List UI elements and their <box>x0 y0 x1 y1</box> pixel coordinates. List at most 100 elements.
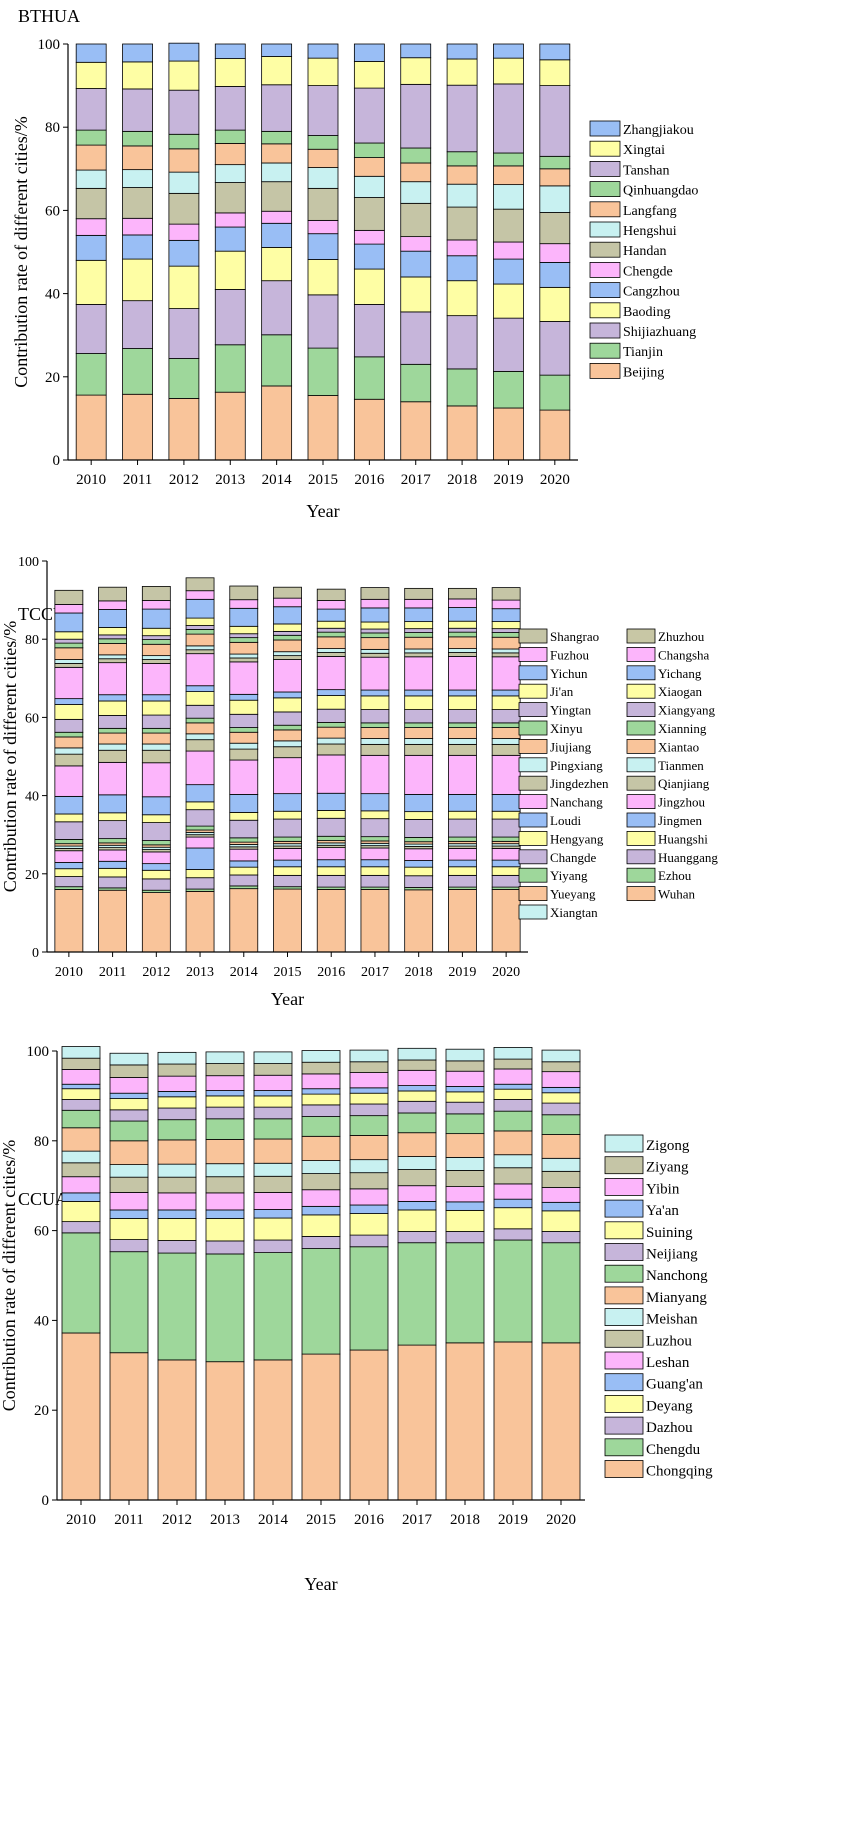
bar-loudi-2015 <box>273 691 302 699</box>
bar-jingmen-2019 <box>448 859 477 868</box>
bar-huanggang-2018 <box>404 875 434 888</box>
bar-jiujiang-2016 <box>316 636 346 649</box>
bar-langfang-2019 <box>493 165 524 186</box>
bar-jingzhou-2015 <box>273 847 302 861</box>
bar-chengde-2014 <box>261 210 293 224</box>
bar-xinyu-2012 <box>141 639 171 645</box>
bar-guang-an-2011 <box>109 1209 149 1219</box>
bar-chengde-2012 <box>168 223 200 241</box>
bar-langfang-2012 <box>168 148 200 173</box>
bar-xianning-2014 <box>229 837 259 843</box>
bar-huanggang-2011 <box>98 876 127 889</box>
bar-fuzhou-2020 <box>491 599 521 610</box>
bar-mianyang-2016 <box>349 1135 389 1161</box>
bar-changsha-2014 <box>229 759 259 795</box>
bar-zhuzhou-2020 <box>491 743 521 756</box>
bar-yingtan-2017 <box>360 628 390 634</box>
bar-beijing-2018 <box>446 405 478 461</box>
bar-jingmen-2013 <box>185 847 215 870</box>
bar-luzhou-2012 <box>157 1176 197 1194</box>
bar-qinhuangdao-2011 <box>122 130 153 147</box>
bar-cangzhou-2016 <box>353 243 385 270</box>
bar-xiangtan-2017 <box>360 738 390 745</box>
bar-ya-an-2013 <box>205 1090 245 1097</box>
bar-ya-an-2014 <box>253 1090 293 1097</box>
y-tick-label: 80 <box>45 120 60 136</box>
bar-hengyang-2013 <box>185 691 215 706</box>
bar-fuzhou-2015 <box>273 597 302 608</box>
y-tick-label: 0 <box>42 1493 50 1509</box>
bar-ziyang-2014 <box>253 1063 293 1076</box>
bar-tianjin-2014 <box>261 334 293 387</box>
bar-tanshan-2015 <box>307 85 339 136</box>
bar-meishan-2015 <box>301 1160 341 1174</box>
bar-cangzhou-2017 <box>400 250 432 278</box>
bar-nanchong-2012 <box>157 1119 197 1141</box>
bar-wuhan-2017 <box>360 889 390 953</box>
bar-zhuzhou-2019 <box>448 743 477 756</box>
x-tick-label: 2014 <box>258 1512 289 1528</box>
bar-xiangtan-2014 <box>229 742 259 750</box>
bar-xingtai-2011 <box>122 61 153 90</box>
bar-suining-2014 <box>253 1095 293 1108</box>
bar-ji-an-2014 <box>229 625 259 635</box>
x-tick-label: 2020 <box>492 965 520 980</box>
legend-swatch-langfang <box>589 201 621 218</box>
bar-jiujiang-2019 <box>448 636 477 649</box>
legend-label-luzhou: Luzhou <box>646 1333 692 1349</box>
bar-xiaogan-2014 <box>229 812 259 821</box>
y-tick-label: 40 <box>34 1313 49 1329</box>
bar-ezhou-2014 <box>229 885 259 890</box>
bar-mianyang-2011 <box>109 1140 149 1166</box>
bar-jingdezhen-2012 <box>141 659 171 664</box>
bar-huangshi-2011 <box>98 867 127 878</box>
x-tick-label: 2013 <box>210 1512 240 1528</box>
x-tick-label: 2017 <box>402 1512 433 1528</box>
x-tick-label: 2017 <box>361 965 389 980</box>
bar-hengyang-2011 <box>98 700 127 716</box>
x-tick-label: 2020 <box>546 1512 576 1528</box>
bar-qinhuangdao-2010 <box>75 129 107 146</box>
bar-chongqing-2019 <box>493 1341 533 1501</box>
legend-swatch-beijing <box>589 362 621 379</box>
bar-neijiang-2013 <box>205 1106 245 1120</box>
bar-hengshui-2011 <box>122 169 153 188</box>
bar-chengdu-2014 <box>253 1252 293 1361</box>
bar-zhangjiakou-2015 <box>307 43 339 59</box>
bar-yichang-2018 <box>404 794 434 813</box>
bar-chengdu-2017 <box>397 1242 437 1346</box>
legend-label-ji-an: Ji'an <box>550 684 574 699</box>
bar-luzhou-2014 <box>253 1175 293 1193</box>
bar-deyang-2013 <box>205 1218 245 1242</box>
bar-zhuzhou-2016 <box>316 743 346 756</box>
bar-ji-an-2015 <box>273 623 302 632</box>
bar-chengdu-2011 <box>109 1251 149 1354</box>
bar-tanshan-2013 <box>214 86 246 131</box>
bar-shangrao-2012 <box>141 586 171 601</box>
bar-chengde-2017 <box>400 236 432 252</box>
bar-chongqing-2012 <box>157 1359 197 1501</box>
y-tick-label: 40 <box>25 790 39 805</box>
y-tick-label: 40 <box>45 287 60 303</box>
bar-changsha-2013 <box>185 750 215 786</box>
bar-shijiazhuang-2017 <box>400 311 432 365</box>
bar-qinhuangdao-2014 <box>261 130 293 145</box>
bar-mianyang-2015 <box>301 1135 341 1161</box>
bar-huanggang-2016 <box>316 874 346 888</box>
bar-tanshan-2011 <box>122 88 153 132</box>
bar-changde-2017 <box>360 709 390 724</box>
bar-yibin-2011 <box>109 1077 149 1094</box>
bar-zhuzhou-2017 <box>360 743 390 756</box>
bar-xiangtan-2011 <box>98 743 127 751</box>
bar-suining-2016 <box>349 1092 389 1105</box>
bar-huanggang-2017 <box>360 874 390 888</box>
x-tick-label: 2011 <box>99 965 126 980</box>
bar-zhuzhou-2010 <box>54 753 84 767</box>
bar-zhangjiakou-2012 <box>168 42 200 62</box>
bar-dazhou-2020 <box>541 1231 581 1244</box>
bar-yichang-2019 <box>448 794 477 812</box>
bar-wuhan-2015 <box>273 888 302 953</box>
bar-baoding-2011 <box>122 258 153 302</box>
legend-label-dazhou: Dazhou <box>646 1420 693 1436</box>
